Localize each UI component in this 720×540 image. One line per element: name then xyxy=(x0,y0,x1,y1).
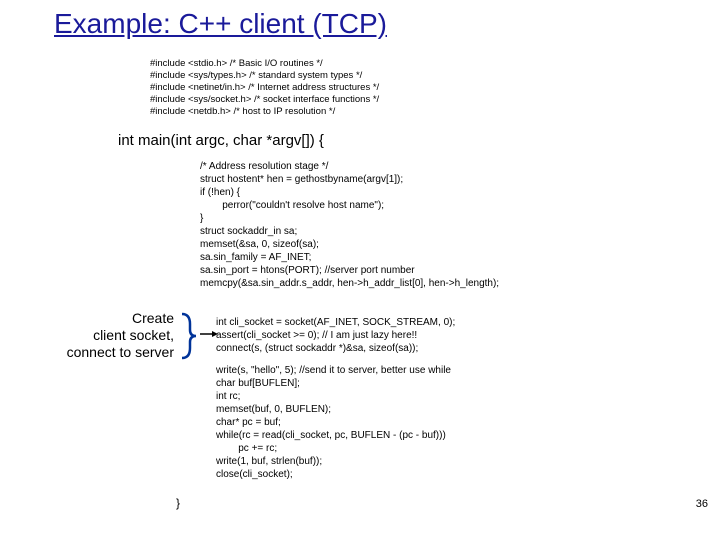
annotation-line-1: Create xyxy=(132,310,174,326)
code-main-signature: int main(int argc, char *argv[]) { xyxy=(118,132,324,149)
slide-title: Example: C++ client (TCP) xyxy=(54,8,387,40)
bracket-icon xyxy=(178,312,198,360)
code-includes: #include <stdio.h> /* Basic I/O routines… xyxy=(150,58,379,117)
arrow-icon xyxy=(200,330,218,338)
annotation-line-3: connect to server xyxy=(67,344,174,360)
page-number: 36 xyxy=(696,498,708,510)
code-closing-brace: } xyxy=(176,496,180,510)
annotation-create-socket: Create client socket, connect to server xyxy=(24,310,174,360)
code-block-2: int cli_socket = socket(AF_INET, SOCK_ST… xyxy=(216,316,455,355)
annotation-line-2: client socket, xyxy=(93,327,174,343)
code-block-3: write(s, "hello", 5); //send it to serve… xyxy=(216,364,451,481)
code-block-1: /* Address resolution stage */ struct ho… xyxy=(200,160,499,290)
